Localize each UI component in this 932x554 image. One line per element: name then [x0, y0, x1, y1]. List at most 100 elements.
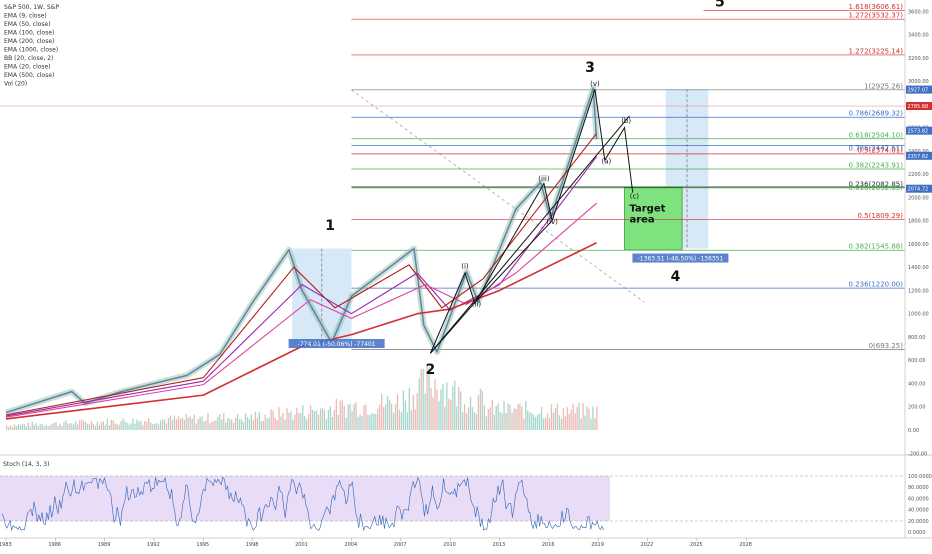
volume-bar — [185, 414, 187, 430]
y-tick-label: -200.00 — [908, 451, 927, 457]
volume-bar — [410, 410, 412, 430]
volume-bar — [337, 414, 339, 430]
x-tick-label: 2001 — [295, 542, 308, 548]
indicator-legend: S&P 500, 1W, S&P EMA (9, close)EMA (50, c… — [4, 4, 59, 88]
volume-bar — [244, 413, 247, 430]
x-tick-label: 2025 — [690, 542, 703, 548]
x-tick-label: 1995 — [196, 542, 209, 548]
stoch-tick-label: 60.0000 — [908, 496, 929, 502]
x-tick-label: 1983 — [0, 542, 12, 548]
volume-bar — [379, 404, 381, 430]
volume-bar — [136, 419, 138, 430]
price-tag — [906, 102, 932, 111]
volume-bar — [13, 424, 16, 430]
volume-bar — [163, 419, 166, 430]
volume-bar — [73, 424, 75, 430]
volume-bar — [487, 409, 489, 430]
volume-bar — [564, 416, 566, 430]
wave-label-minor: (a) — [602, 158, 612, 166]
volume-bar — [240, 419, 243, 430]
volume-bar — [116, 424, 118, 430]
volume-bar — [35, 423, 37, 430]
y-tick-label: 1800.00 — [908, 219, 929, 225]
volume-bar — [215, 420, 217, 430]
volume-bar — [201, 416, 203, 430]
volume-bar — [434, 379, 436, 430]
volume-bar — [529, 412, 531, 430]
fib-label: 1(2925.26) — [864, 82, 903, 90]
volume-bar — [507, 403, 509, 430]
volume-bar — [88, 424, 91, 430]
volume-bar — [51, 423, 53, 430]
volume-bar — [148, 418, 150, 430]
price-tag — [906, 151, 932, 160]
volume-bar — [167, 418, 170, 430]
volume-bar — [77, 424, 79, 430]
volume-bar — [369, 414, 371, 430]
volume-bar — [574, 413, 576, 430]
volume-bar — [473, 411, 476, 430]
volume-bar — [53, 422, 55, 430]
fib-label: 0.618(2092.85) — [849, 184, 904, 192]
volume-bar — [276, 419, 278, 430]
volume-bar — [558, 415, 561, 430]
fibonacci-levels: 1.618(3606.61)1.272(3532.37) 1.272(3225.1… — [0, 3, 905, 350]
legend-item: EMA (100, close) — [4, 30, 54, 37]
measure-label: -774.01 (-50.06%) -77401 — [298, 341, 376, 348]
volume-bar — [270, 409, 272, 430]
volume-bar — [238, 419, 241, 430]
volume-bar — [203, 421, 205, 430]
volume-bar — [406, 412, 409, 430]
volume-bar — [47, 426, 49, 430]
volume-bar — [31, 421, 33, 430]
volume-bar — [377, 408, 379, 430]
volume-bar — [467, 407, 470, 430]
fib-label: 0.382(2243.91) — [849, 162, 904, 170]
volume-bar — [193, 414, 195, 430]
x-tick-label: 2022 — [641, 542, 654, 548]
volume-bar — [402, 390, 405, 430]
volume-bar — [373, 413, 375, 430]
volume-bar — [469, 396, 472, 430]
wave-labels: 1 2 3 4 5 (i) (ii) (iii) (iv) (v) (a) (b) (c) -774.01… — [288, 0, 729, 378]
volume-bar — [489, 407, 491, 430]
volume-bar — [262, 420, 264, 430]
price-tags: 2927.07 2785.68 2573.82 2357.82 2074.72 — [906, 85, 932, 193]
volume-bar — [327, 409, 330, 430]
x-tick-label: 2016 — [542, 542, 555, 548]
y-tick-label: 1400.00 — [908, 265, 929, 271]
volume-bar — [82, 420, 85, 430]
legend-item: EMA (1000, close) — [4, 47, 58, 54]
volume-bar — [156, 423, 158, 430]
volume-bar — [576, 407, 578, 430]
volume-bar — [189, 416, 191, 430]
volume-bar — [236, 414, 239, 430]
volume-bar — [298, 413, 300, 430]
volume-bar — [544, 418, 547, 430]
volume-bar — [229, 418, 231, 430]
volume-bar — [110, 419, 112, 430]
volume-bar — [308, 413, 310, 430]
volume-bar — [102, 421, 105, 430]
volume-bar — [138, 421, 140, 430]
fib-label: 0(693.25) — [869, 342, 904, 350]
legend-item: S&P 500, 1W, S&P — [4, 4, 59, 11]
volume-bar — [345, 417, 347, 430]
legend-item: EMA (200, close) — [4, 38, 54, 45]
volume-bar — [300, 412, 302, 430]
volume-bar — [471, 407, 474, 430]
volume-bar — [578, 402, 580, 430]
fib-label: 0.618(2504.10) — [849, 131, 904, 139]
volume-bar — [519, 403, 521, 430]
volume-bar — [161, 419, 164, 430]
y-tick-label: 3200.00 — [908, 56, 929, 62]
stoch-tick-label: 40.0000 — [908, 508, 929, 514]
series-line — [5, 242, 597, 420]
volume-bar — [521, 406, 523, 430]
volume-bar — [17, 424, 20, 430]
y-tick-label: 200.00 — [908, 405, 926, 411]
target-area-label: area — [629, 214, 654, 225]
volume-bar — [227, 417, 229, 430]
